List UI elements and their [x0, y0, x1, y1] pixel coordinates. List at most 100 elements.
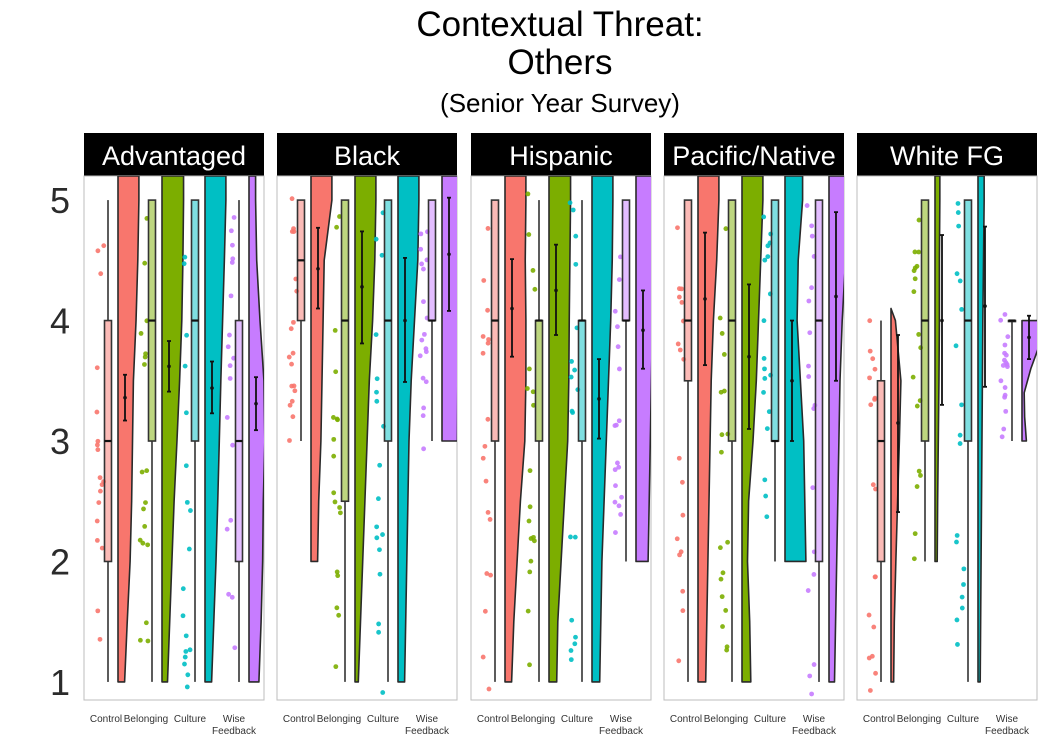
- data-point: [764, 514, 770, 520]
- data-point: [573, 634, 578, 640]
- mean-point: [940, 318, 944, 323]
- x-tick-label: Belonging: [704, 714, 748, 725]
- data-point: [959, 307, 965, 312]
- data-point: [911, 289, 917, 295]
- panel-content: [480, 176, 651, 692]
- data-point: [331, 490, 337, 496]
- facet-strip: [857, 133, 1037, 176]
- x-tick-label: Feedback: [985, 726, 1030, 737]
- data-point: [807, 330, 813, 336]
- data-point: [336, 612, 342, 618]
- data-point: [568, 657, 574, 663]
- data-point: [912, 265, 918, 271]
- data-point: [680, 588, 686, 594]
- violin-half: [397, 176, 420, 683]
- data-point: [420, 375, 426, 381]
- data-point: [291, 383, 297, 389]
- data-point: [572, 534, 578, 540]
- data-point: [954, 271, 960, 277]
- chart-title-line-2: Others: [507, 43, 613, 82]
- mean-point: [703, 297, 707, 301]
- mean-point: [896, 421, 900, 425]
- violin-half: [441, 176, 457, 442]
- data-point: [954, 533, 960, 538]
- data-point: [482, 443, 488, 449]
- data-point: [485, 510, 491, 515]
- data-point: [680, 608, 686, 614]
- facet-strip: [664, 133, 844, 176]
- data-point: [183, 463, 189, 469]
- x-tick-label: Belonging: [511, 714, 555, 725]
- data-point: [380, 532, 385, 537]
- data-point: [182, 661, 187, 667]
- data-point: [616, 277, 622, 282]
- data-point: [526, 232, 532, 237]
- data-point: [232, 645, 238, 651]
- data-point: [335, 573, 341, 579]
- x-tick-label: Belonging: [317, 714, 361, 725]
- violin-half: [548, 176, 572, 683]
- data-point: [95, 438, 101, 444]
- data-point: [1001, 426, 1007, 432]
- data-point: [525, 191, 531, 197]
- data-point: [101, 243, 107, 249]
- data-point: [94, 409, 100, 415]
- data-point: [719, 594, 725, 600]
- data-point: [1003, 408, 1009, 414]
- data-point: [570, 207, 576, 213]
- data-point: [916, 332, 922, 337]
- data-point: [612, 308, 618, 314]
- data-point: [866, 612, 872, 618]
- data-point: [421, 405, 427, 411]
- data-point: [572, 641, 578, 647]
- data-point: [187, 647, 193, 653]
- data-point: [674, 536, 680, 542]
- data-point: [918, 473, 923, 478]
- data-point: [867, 688, 873, 693]
- x-tick-label: Culture: [367, 714, 400, 725]
- data-point: [139, 469, 145, 475]
- data-point: [720, 624, 725, 629]
- mean-point: [167, 364, 171, 369]
- data-point: [616, 464, 622, 470]
- x-tick-label: Control: [863, 714, 895, 725]
- data-point: [573, 261, 579, 267]
- data-point: [912, 276, 918, 282]
- data-point: [867, 375, 872, 381]
- data-point: [567, 200, 573, 206]
- data-point: [185, 672, 191, 678]
- facet-strip: [277, 133, 457, 176]
- x-tick-label: Belonging: [124, 714, 168, 725]
- data-point: [569, 408, 575, 414]
- data-point: [188, 508, 193, 513]
- data-point: [959, 594, 965, 600]
- y-tick-label: 5: [50, 180, 70, 221]
- violin-half: [977, 176, 985, 683]
- data-point: [333, 369, 339, 375]
- facet-label: White FG: [890, 141, 1004, 171]
- data-point: [289, 398, 295, 404]
- data-point: [420, 413, 426, 419]
- data-point: [95, 608, 101, 614]
- panel-content: [94, 176, 264, 690]
- data-point: [142, 523, 148, 529]
- data-point: [377, 547, 382, 553]
- data-point: [530, 389, 536, 395]
- data-point: [961, 566, 967, 572]
- box-iqr: [340, 199, 350, 503]
- data-point: [331, 453, 337, 459]
- data-point: [226, 591, 232, 597]
- data-point: [377, 571, 383, 577]
- data-point: [524, 386, 530, 391]
- violin-half: [117, 176, 140, 683]
- data-point: [224, 415, 230, 420]
- data-point: [961, 582, 966, 587]
- data-point: [331, 436, 337, 442]
- data-point: [334, 224, 339, 230]
- data-point: [806, 298, 812, 304]
- data-point: [724, 644, 730, 650]
- data-point: [228, 517, 234, 523]
- data-point: [762, 477, 768, 483]
- data-point: [616, 503, 622, 509]
- data-point: [183, 633, 189, 639]
